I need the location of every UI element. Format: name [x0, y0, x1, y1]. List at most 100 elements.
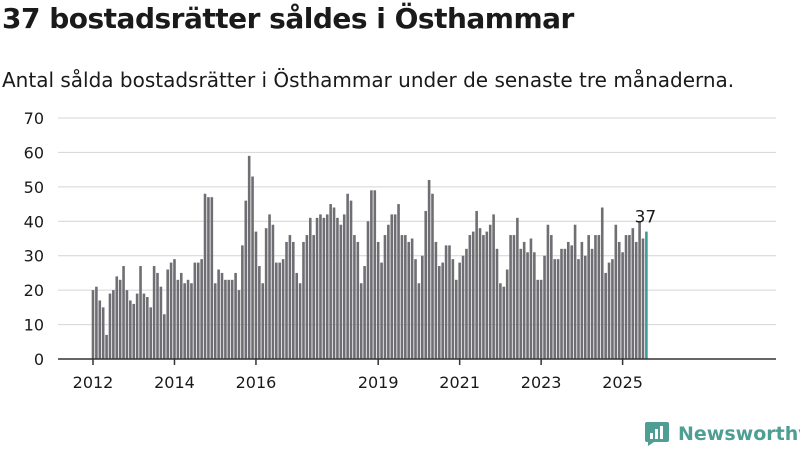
bar: [424, 210, 428, 359]
x-tick-label: 2016: [236, 373, 277, 392]
bar: [604, 272, 607, 359]
y-tick-label: 20: [24, 281, 44, 300]
bar: [224, 279, 227, 359]
bar: [325, 214, 329, 359]
bar: [617, 241, 621, 359]
bar: [410, 238, 414, 359]
bar: [234, 272, 237, 359]
bar: [247, 155, 251, 359]
bar: [152, 266, 156, 359]
x-tick-label: 2021: [439, 373, 480, 392]
bar: [478, 228, 482, 359]
bar: [461, 255, 465, 359]
bar: [519, 248, 523, 359]
bar: [607, 262, 611, 359]
bar: [573, 224, 577, 359]
x-tick-labels: 2012 2014 2016 2019 2021 2023 2025: [73, 373, 643, 392]
brand-name: Newsworthy: [678, 423, 800, 445]
bar: [288, 235, 292, 359]
bar: [437, 266, 441, 359]
bar: [404, 235, 407, 359]
bar: [536, 279, 540, 359]
bar: [244, 200, 248, 359]
bar: [366, 221, 370, 359]
x-tick-label: 2023: [521, 373, 562, 392]
bar: [645, 231, 648, 359]
bar: [217, 269, 220, 359]
bar: [390, 214, 394, 359]
bar: [179, 272, 183, 359]
bar: [597, 235, 601, 359]
bar: [129, 300, 132, 359]
bar: [142, 293, 146, 359]
y-tick-label: 50: [24, 178, 44, 197]
bar: [400, 235, 404, 359]
bar: [135, 293, 139, 359]
bar: [502, 286, 506, 359]
bar: [315, 217, 319, 359]
bar: [539, 279, 543, 359]
bar: [499, 283, 502, 359]
bar: [292, 241, 295, 359]
bar: [363, 266, 366, 359]
bar: [159, 286, 163, 359]
bar: [421, 255, 424, 359]
bar: [543, 255, 546, 359]
bar: [492, 214, 495, 359]
grid-layer: [58, 117, 776, 326]
y-tick-label: 70: [24, 109, 44, 128]
bar: [342, 214, 346, 359]
bar: [105, 334, 108, 359]
bar: [193, 262, 197, 359]
bar: [509, 235, 512, 359]
bar: [634, 241, 638, 359]
x-tick-label: 2012: [73, 373, 114, 392]
bar: [516, 217, 519, 359]
bar: [505, 269, 509, 359]
bar: [373, 190, 377, 359]
bar: [353, 235, 356, 359]
bar: [458, 262, 461, 359]
bar: [587, 235, 590, 359]
bar: [302, 241, 305, 359]
bar: [495, 248, 499, 359]
bar: [370, 190, 373, 359]
bar: [271, 224, 275, 359]
bar: [638, 221, 641, 359]
bar: [298, 283, 302, 359]
bar: [522, 241, 526, 359]
bar: [112, 290, 115, 359]
bar: [200, 259, 203, 359]
bar: [139, 266, 142, 359]
bar: [454, 279, 458, 359]
bar: [285, 241, 288, 359]
bar: [533, 252, 536, 359]
bar: [305, 235, 309, 359]
bar: [169, 262, 173, 359]
bar: [614, 224, 618, 359]
bar: [213, 283, 217, 359]
bar: [230, 279, 234, 359]
bar: [393, 214, 397, 359]
bar: [488, 224, 492, 359]
bar: [319, 214, 322, 359]
bar: [220, 272, 224, 359]
bar: [146, 297, 149, 359]
bar: [526, 252, 529, 359]
bar: [95, 286, 98, 359]
x-tick-label: 2025: [602, 373, 643, 392]
bar: [448, 245, 451, 359]
bar: [278, 262, 282, 359]
bar: [631, 228, 635, 359]
bar: [132, 303, 136, 359]
bar: [621, 252, 624, 359]
bar: [600, 207, 604, 359]
y-tick-label: 60: [24, 143, 44, 162]
bar: [91, 290, 95, 359]
bar: [577, 259, 580, 359]
bar: [166, 269, 169, 359]
y-tick-label: 10: [24, 316, 44, 335]
bar: [241, 245, 244, 359]
bar: [149, 307, 153, 359]
bar: [329, 204, 332, 359]
